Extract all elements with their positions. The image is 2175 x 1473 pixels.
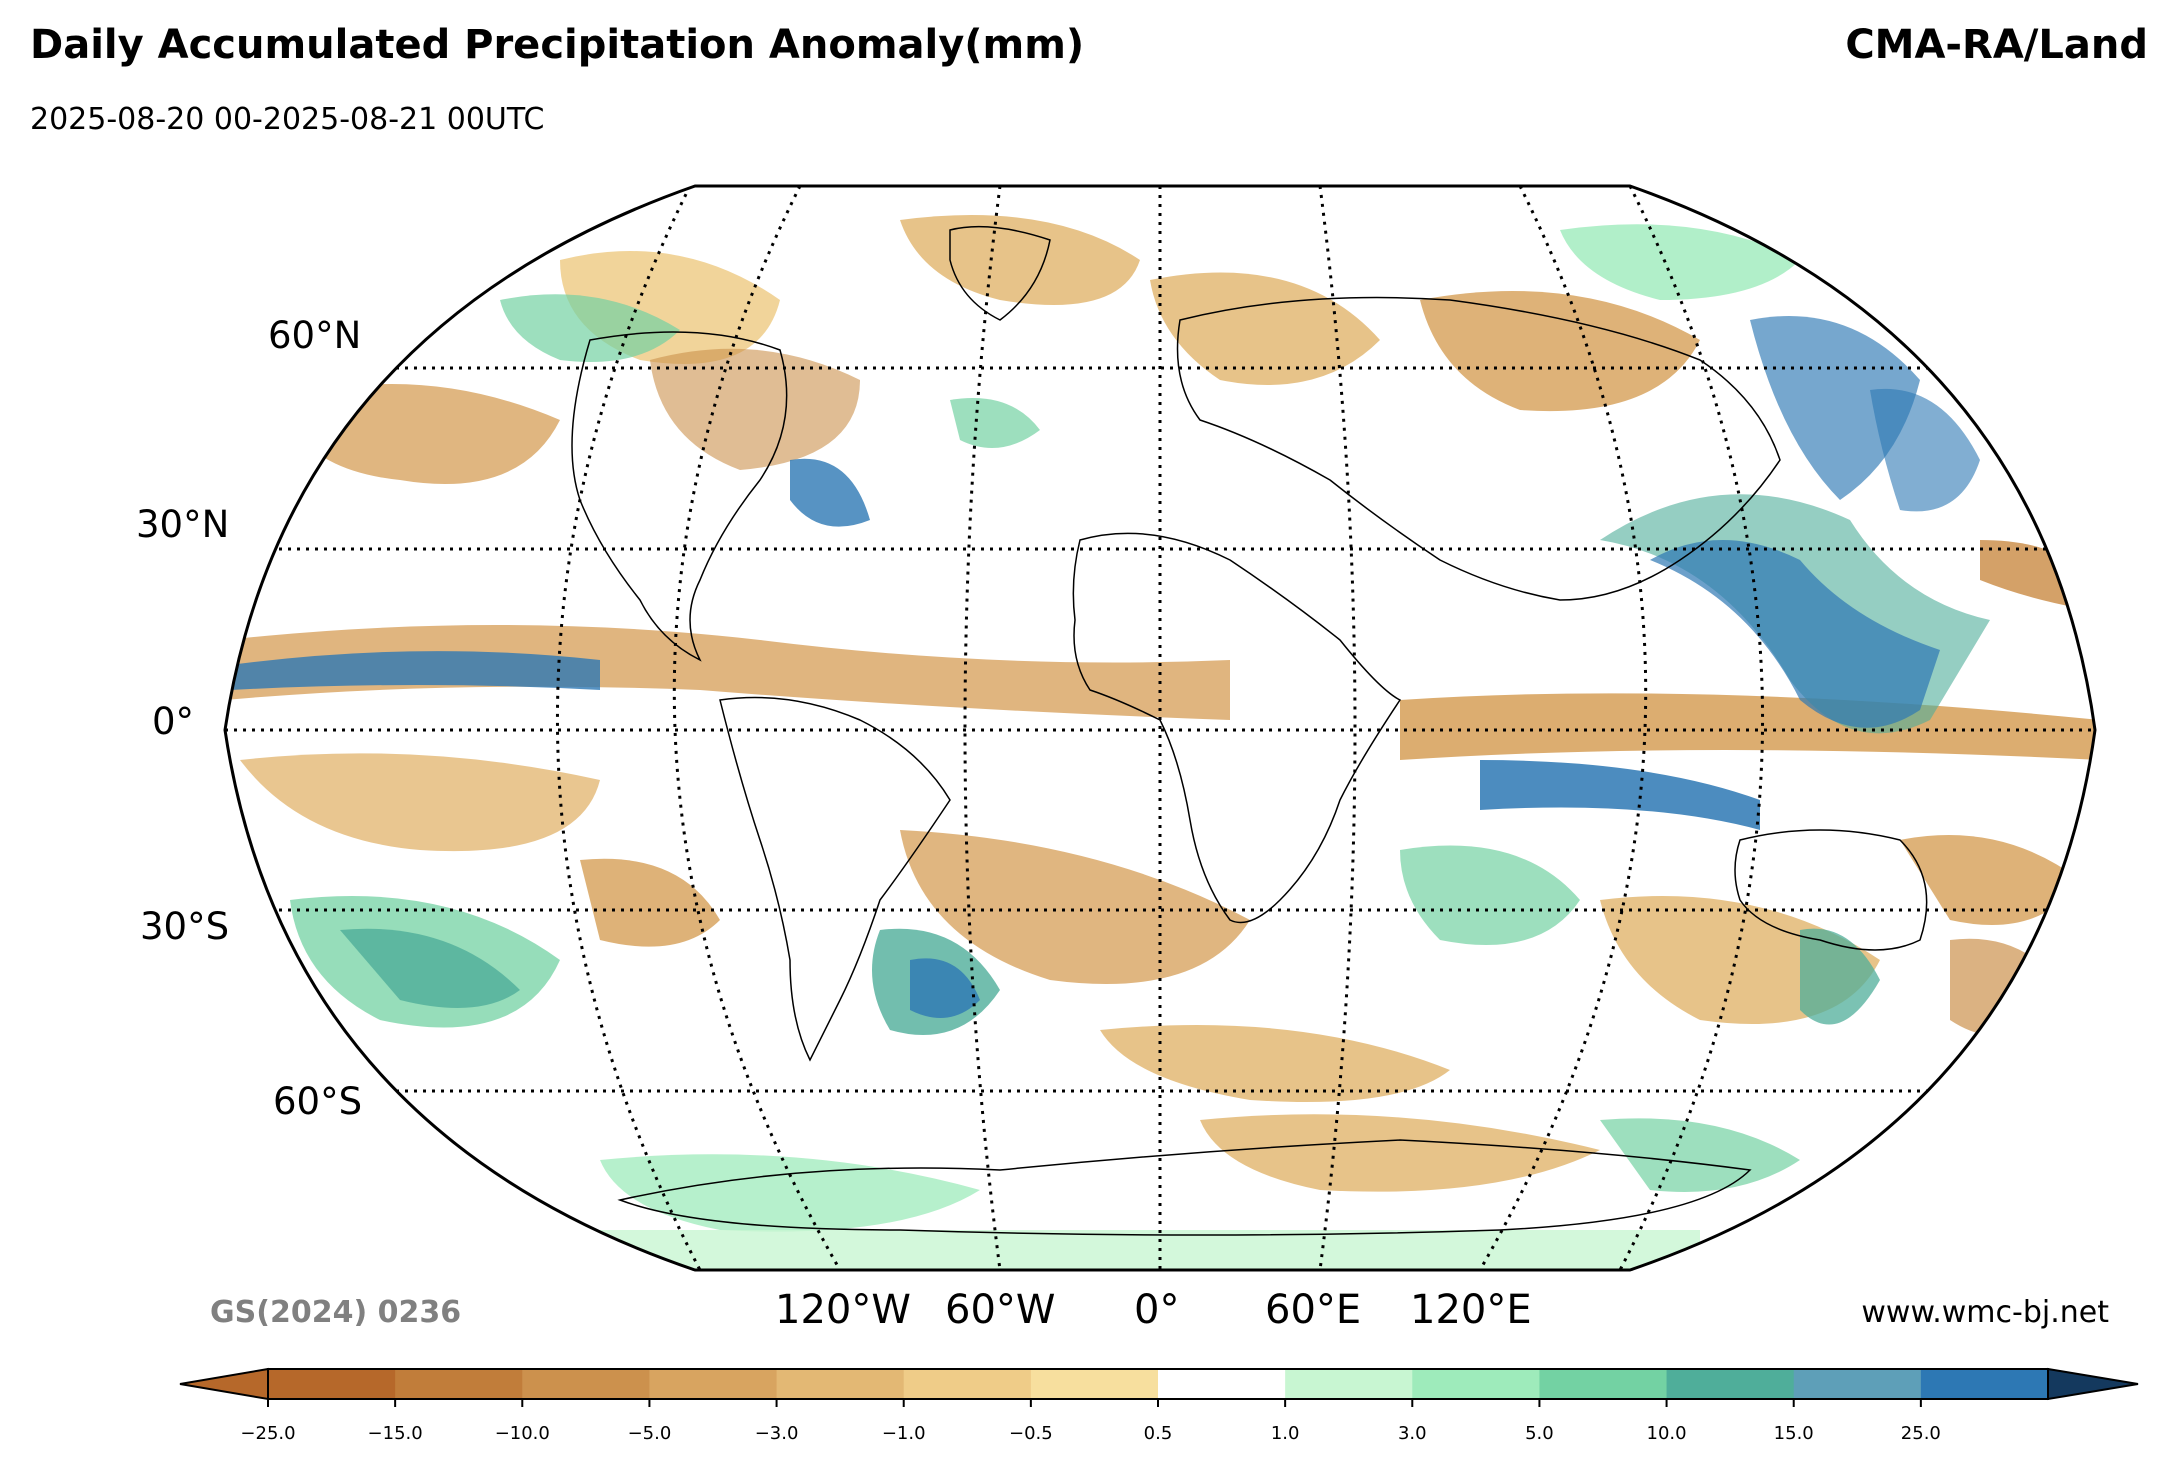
colorbar-tick-label: 15.0	[1773, 1423, 1814, 1444]
lon-label-120e: 120°E	[1410, 1287, 1532, 1333]
colorbar-swatch	[776, 1369, 905, 1399]
colorbar-swatch	[268, 1369, 396, 1399]
lat-label-60n: 60°N	[268, 314, 362, 357]
lon-label-120w: 120°W	[775, 1287, 911, 1333]
time-range: 2025-08-20 00-2025-08-21 00UTC	[30, 102, 545, 137]
colorbar-swatch	[1158, 1369, 1286, 1399]
colorbar-tick-label: 25.0	[1900, 1423, 1941, 1444]
lon-label-0: 0°	[1134, 1287, 1180, 1333]
colorbar-swatch	[1920, 1369, 2049, 1399]
lat-label-30s: 30°S	[140, 905, 230, 948]
colorbar-tick-label: −15.0	[367, 1423, 423, 1444]
colorbar	[179, 1367, 2139, 1407]
colorbar-tick-label: −0.5	[1008, 1423, 1053, 1444]
colorbar-swatch	[1539, 1369, 1668, 1399]
lat-label-60s: 60°S	[273, 1080, 363, 1123]
colorbar-extend-high	[2047, 1367, 2139, 1401]
lon-label-60e: 60°E	[1265, 1287, 1362, 1333]
map-approval-number: GS(2024) 0236	[210, 1295, 462, 1330]
colorbar-tick-label: −5.0	[627, 1423, 672, 1444]
map-border	[223, 184, 2097, 1272]
colorbar-tick-label: 1.0	[1270, 1423, 1300, 1444]
lon-label-60w: 60°W	[945, 1287, 1056, 1333]
graticule	[225, 186, 2095, 1270]
data-source: CMA-RA/Land	[1845, 22, 2148, 68]
coastlines	[571, 225, 1928, 1236]
colorbar-swatch	[903, 1369, 1032, 1399]
colorbar-tick-label: −10.0	[494, 1423, 550, 1444]
colorbar-tick-label: −25.0	[240, 1423, 296, 1444]
colorbar-swatch	[395, 1369, 523, 1399]
colorbar-swatch	[1030, 1369, 1159, 1399]
colorbar-swatch	[1285, 1369, 1413, 1399]
colorbar-swatch	[522, 1369, 650, 1399]
map-title: Daily Accumulated Precipitation Anomaly(…	[30, 22, 1085, 68]
colorbar-tick-label: −1.0	[881, 1423, 926, 1444]
lat-label-30n: 30°N	[136, 503, 230, 546]
colorbar-extend-low	[179, 1367, 269, 1401]
colorbar-swatch	[649, 1369, 778, 1399]
colorbar-swatch	[1412, 1369, 1540, 1399]
colorbar-tick-label: 3.0	[1397, 1423, 1427, 1444]
colorbar-tick-label: 5.0	[1525, 1423, 1554, 1444]
website-url: www.wmc-bj.net	[1861, 1295, 2109, 1330]
colorbar-tick-label: 10.0	[1646, 1423, 1687, 1444]
colorbar-tick-label: −3.0	[754, 1423, 799, 1444]
colorbar-tick-label: 0.5	[1143, 1423, 1173, 1444]
lat-label-equator: 0°	[152, 700, 195, 743]
colorbar-swatch	[1666, 1369, 1795, 1399]
colorbar-swatch	[1793, 1369, 1922, 1399]
